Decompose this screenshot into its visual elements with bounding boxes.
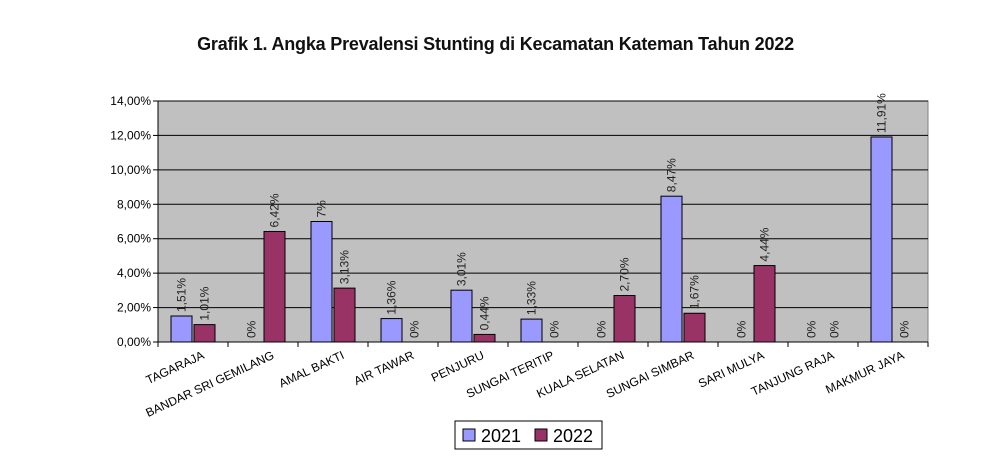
bar-2021 — [380, 318, 403, 343]
bar-2021 — [450, 289, 473, 343]
bar-2022 — [683, 312, 706, 343]
category-label: AIR TAWAR — [352, 348, 417, 388]
data-label-2022: 4,44% — [758, 227, 772, 261]
data-label-2021: 1,51% — [175, 278, 189, 312]
data-label-2022: 3,13% — [338, 250, 352, 284]
bar-2021 — [310, 221, 333, 343]
data-label-2021: 3,01% — [455, 252, 469, 286]
data-label-2021: 11,91% — [875, 93, 889, 133]
bar-2022 — [753, 265, 776, 343]
data-label-2022: 6,42% — [268, 193, 282, 227]
y-tick-label: 14,00% — [110, 94, 151, 108]
data-label-2021: 1,36% — [385, 280, 399, 314]
y-tick-label: 4,00% — [117, 266, 151, 280]
data-label-2022: 0% — [408, 320, 422, 338]
y-tick-label: 0,00% — [117, 335, 151, 349]
category-label: PENJURU — [429, 348, 486, 385]
data-label-2021: 1,33% — [525, 281, 539, 315]
legend-label-2022: 2022 — [553, 426, 593, 446]
data-label-2021: 0% — [805, 320, 819, 338]
data-label-2022: 0% — [548, 320, 562, 338]
y-tick-label: 6,00% — [117, 232, 151, 246]
bar-2021 — [660, 195, 683, 343]
bar-2022 — [613, 295, 636, 343]
y-tick-label: 12,00% — [110, 128, 151, 142]
data-label-2021: 7% — [315, 200, 329, 218]
data-label-2022: 1,01% — [198, 286, 212, 320]
data-label-2021: 0% — [245, 320, 259, 338]
data-label-2022: 1,67% — [688, 275, 702, 309]
legend-swatch-2021 — [462, 428, 476, 442]
bar-2022 — [263, 230, 286, 343]
data-label-2021: 0% — [595, 320, 609, 338]
data-label-2022: 0% — [828, 320, 842, 338]
bar-2022 — [193, 324, 216, 343]
bar-2022 — [333, 287, 356, 343]
bar-2021 — [520, 318, 543, 343]
category-label: AMAL BAKTI — [277, 348, 347, 390]
y-tick-label: 10,00% — [110, 163, 151, 177]
bar-2021 — [170, 315, 193, 343]
bar-2021 — [870, 136, 893, 343]
legend-box — [454, 420, 603, 450]
data-label-2022: 0% — [898, 320, 912, 338]
y-tick-label: 2,00% — [117, 301, 151, 315]
legend-label-2021: 2021 — [481, 426, 521, 446]
bar-2022 — [473, 333, 496, 343]
data-label-2021: 8,47% — [665, 158, 679, 192]
category-label: BANDAR SRI GEMILANG — [143, 348, 276, 420]
category-label: MAKMUR JAYA — [823, 348, 906, 397]
data-label-2022: 2,70% — [618, 257, 632, 291]
chart-title: Grafik 1. Angka Prevalensi Stunting di K… — [197, 34, 794, 54]
data-label-2021: 0% — [735, 320, 749, 338]
plot-area — [157, 100, 929, 343]
y-tick-label: 8,00% — [117, 197, 151, 211]
data-label-2022: 0,44% — [478, 296, 492, 330]
legend-swatch-2022 — [534, 428, 548, 442]
